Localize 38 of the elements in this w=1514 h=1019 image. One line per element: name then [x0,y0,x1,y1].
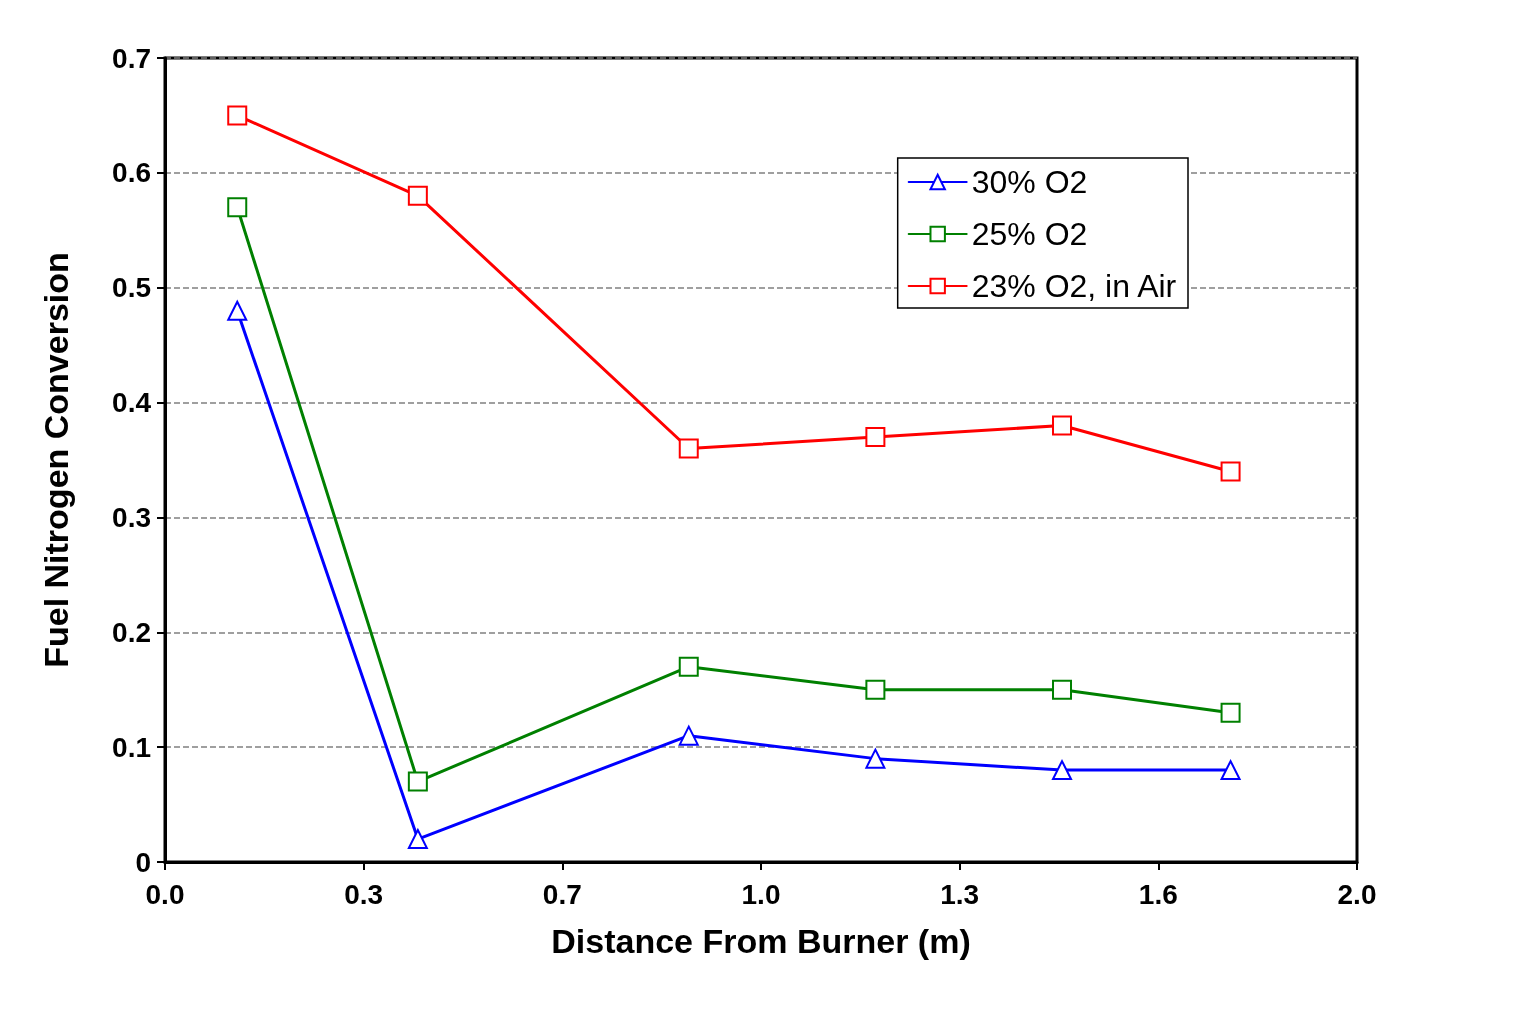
x-tick-label: 0.0 [145,878,185,910]
point [227,197,248,218]
point [227,105,248,126]
legend-label: 30% O2 [971,164,1088,200]
point [407,829,428,850]
point [407,771,428,792]
point [865,427,886,448]
y-tick-label: 0.5 [112,272,151,304]
y-tick-label: 0 [135,846,151,878]
point [1220,702,1241,723]
x-axis-title: Distance From Burner (m) [551,922,971,960]
point [227,300,248,321]
y-tick-label: 0.6 [112,157,151,189]
x-tick-label: 1.6 [1138,878,1178,910]
x-tick-label: 0.7 [542,878,582,910]
y-tick-label: 0.2 [112,616,151,648]
point [1052,679,1073,700]
y-tick-label: 0.7 [112,42,151,74]
point [865,679,886,700]
x-tick-label: 2.0 [1337,878,1377,910]
legend-label: 23% O2, in Air [971,268,1177,304]
x-tick-label: 1.3 [940,878,980,910]
legend-label: 25% O2 [971,216,1088,252]
point [678,725,699,746]
point [865,748,886,769]
x-tick-label: 0.3 [344,878,384,910]
point [407,185,428,206]
y-axis-title: Fuel Nitrogen Conversion [37,252,75,668]
point [678,656,699,677]
point [1220,760,1241,781]
point [1220,461,1241,482]
x-tick-label: 1.0 [741,878,781,910]
point [1052,760,1073,781]
y-tick-label: 0.4 [112,387,152,419]
point [1052,415,1073,436]
point [678,438,699,459]
y-tick-label: 0.3 [112,501,151,533]
y-tick-label: 0.1 [112,731,151,763]
